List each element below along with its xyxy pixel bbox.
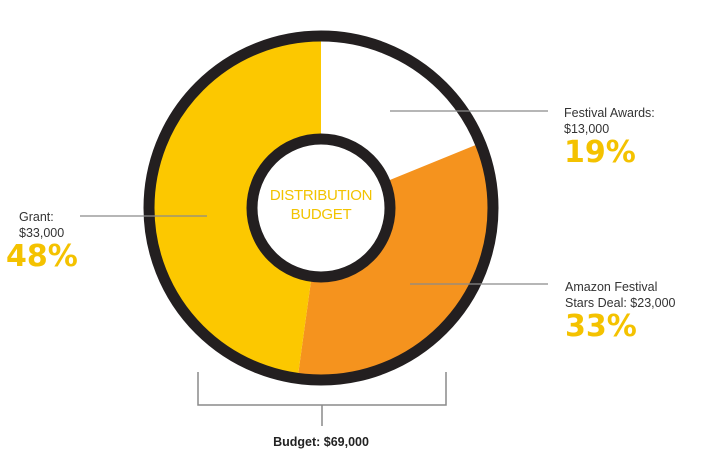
slice-label-grant: Grant: $33,000 48% (6, 209, 78, 273)
center-label: DISTRIBUTION BUDGET (262, 186, 380, 224)
slice-name: Amazon Festival (565, 280, 658, 294)
total-bracket (197, 372, 447, 426)
slice-name: Festival Awards: (564, 106, 655, 120)
slice-amount: Stars Deal: $23,000 (565, 296, 676, 310)
slice-amount: $13,000 (564, 122, 610, 136)
slice-label-amazon-deal: Amazon Festival Stars Deal: $23,000 33% (565, 279, 676, 343)
center-label-line1: DISTRIBUTION (269, 187, 373, 204)
leader-lines (80, 110, 548, 285)
total-budget-label: Budget: $69,000 (273, 435, 369, 449)
slice-grant (150, 38, 321, 377)
slice-percent: 48% (6, 239, 78, 274)
inner-ring (246, 133, 396, 283)
outer-ring (143, 30, 499, 386)
slice-label-festival-awards: Festival Awards: $13,000 19% (564, 105, 655, 169)
center-label-line2: BUDGET (290, 206, 352, 223)
slice-amazon-festival-stars-deal-23-000 (297, 143, 491, 379)
slice-percent: 33% (565, 309, 637, 344)
slice-percent: 19% (564, 135, 636, 170)
slice-name: Grant: (19, 210, 54, 224)
slice-amount: $33,000 (19, 226, 65, 240)
